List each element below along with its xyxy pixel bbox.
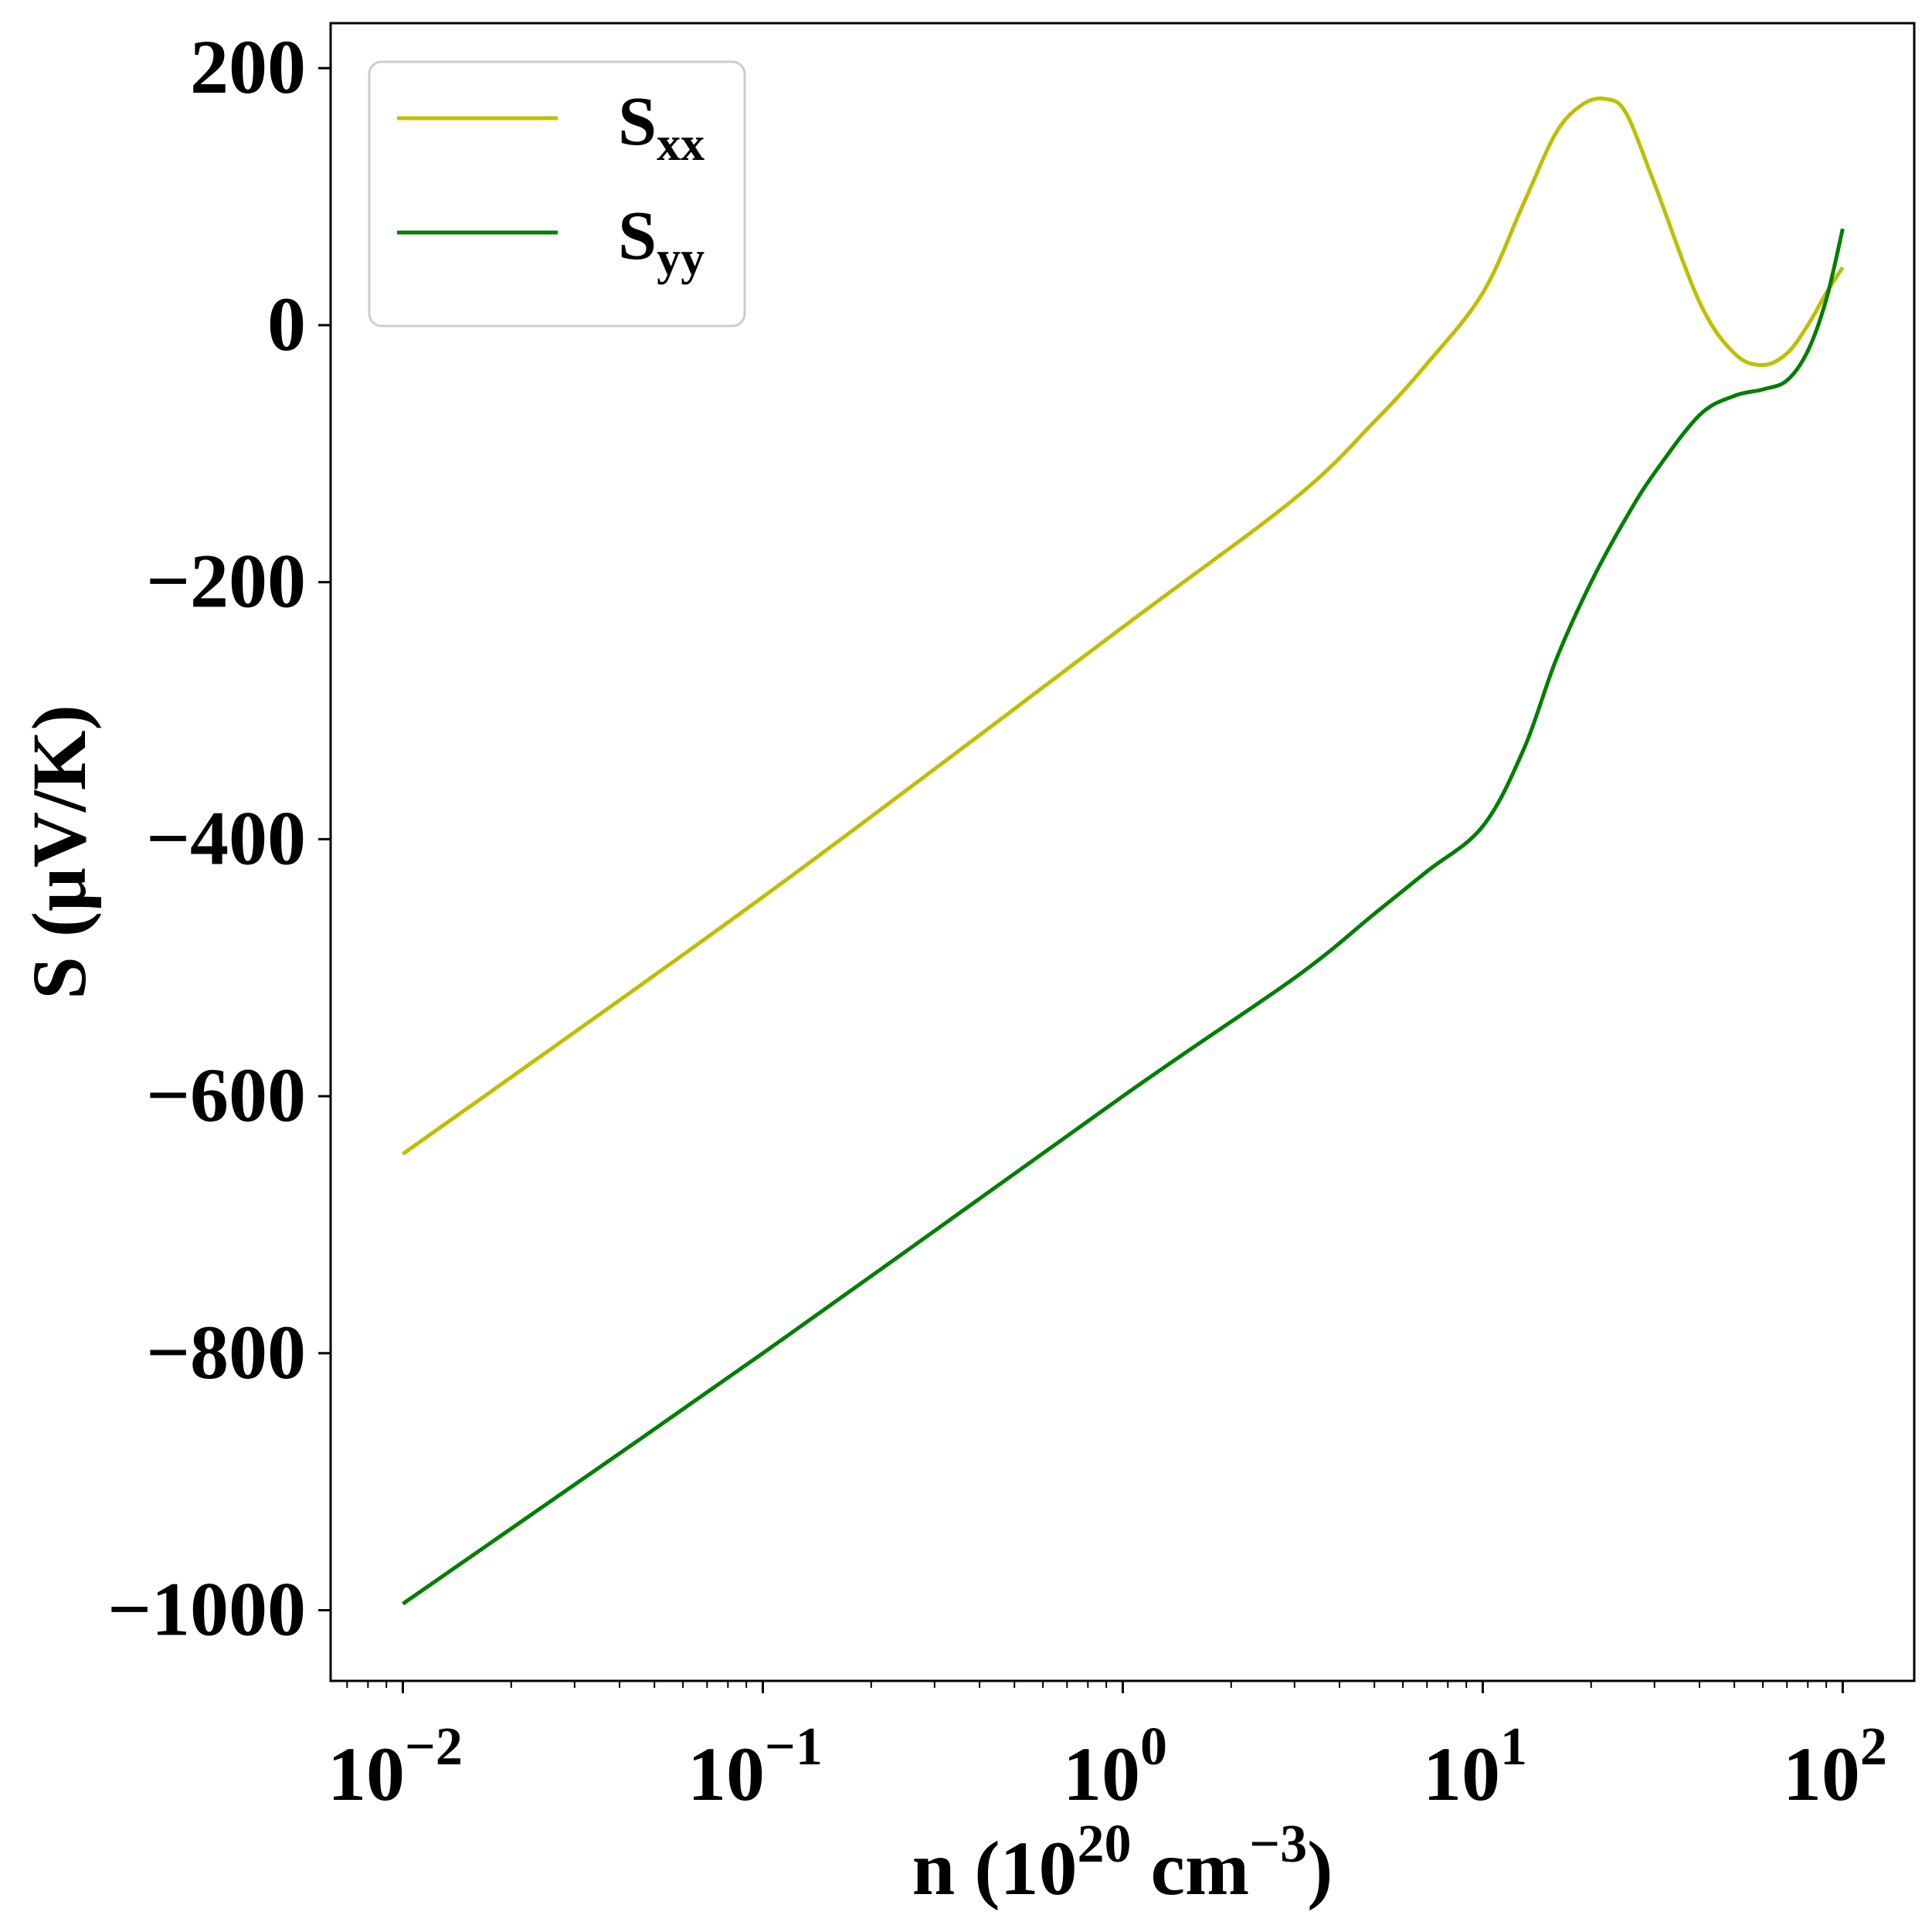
plot-lines <box>402 96 1845 1606</box>
x-axis-title-end: ) <box>1307 1825 1333 1911</box>
y-tick-label-1: 0 <box>267 281 306 367</box>
legend-label-syy-main: S <box>618 198 657 274</box>
y-tick-label-3: −400 <box>146 795 306 881</box>
x-tick-label-4: 102 <box>1783 1717 1887 1817</box>
x-tick-label-1: 10−1 <box>688 1717 823 1817</box>
legend-label-syy-sub: yy <box>657 233 705 285</box>
y-axis-ticks: 200 0 −200 −400 −600 −800 −1000 <box>107 24 331 1652</box>
x-axis-title-main: n (10 <box>912 1825 1078 1911</box>
y-tick-label-5: −800 <box>146 1309 306 1395</box>
legend-box <box>368 60 746 328</box>
x-axis-title-sup1: 20 <box>1078 1815 1132 1874</box>
y-tick-label-6: −1000 <box>107 1567 306 1652</box>
legend-label-syy: Syy <box>618 198 705 285</box>
series-line-yy <box>402 228 1845 1606</box>
x-axis-title: n (1020 cm−3) <box>912 1815 1333 1911</box>
x-tick-label-0: 10−2 <box>328 1717 463 1817</box>
legend-label-sxx-sub: xx <box>657 118 705 171</box>
legend-label-sxx: Sxx <box>618 83 705 171</box>
x-axis-ticks: 10−2 10−1 100 101 102 <box>328 1681 1887 1817</box>
y-axis-title: S (μV/K) <box>16 704 102 1000</box>
x-tick-label-3: 101 <box>1423 1717 1527 1817</box>
x-tick-label-2: 100 <box>1063 1717 1167 1817</box>
legend-label-sxx-main: S <box>618 83 657 160</box>
series-line-xx <box>402 96 1845 1156</box>
x-axis-title-mid: cm <box>1132 1825 1250 1911</box>
y-tick-label-2: −200 <box>146 538 306 624</box>
y-tick-label-0: 200 <box>190 24 306 110</box>
y-tick-label-4: −600 <box>146 1052 306 1138</box>
legend: Sxx Syy <box>368 60 746 328</box>
x-axis-title-sup2: −3 <box>1249 1815 1307 1874</box>
